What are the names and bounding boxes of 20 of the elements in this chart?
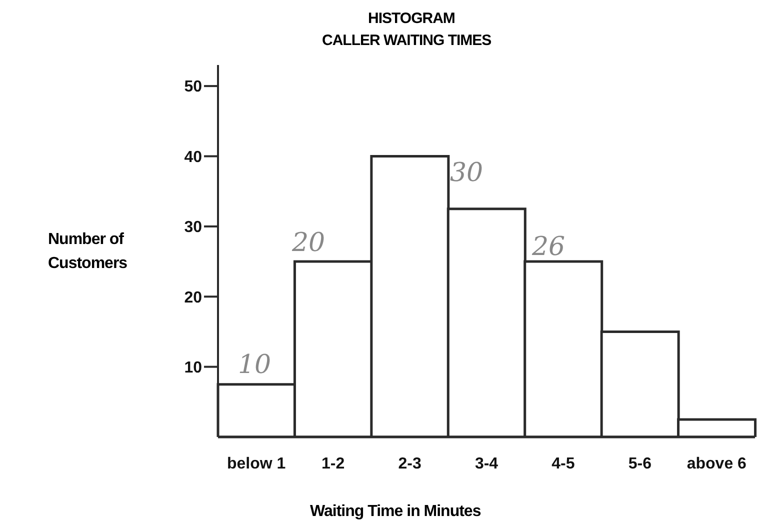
y-tick-label: 50 [184, 78, 202, 96]
y-tick-label: 40 [184, 148, 202, 166]
chart-title: HISTOGRAM [368, 10, 455, 27]
annotation: 20 [292, 228, 326, 258]
y-tick-label: 30 [184, 219, 202, 236]
x-tick-label: 5-6 [628, 455, 652, 472]
x-tick-label: above 6 [686, 455, 747, 472]
x-tick-label: 2-3 [398, 455, 422, 472]
x-tick-label: 1-2 [322, 455, 345, 472]
y-tick-label: 10 [184, 359, 202, 376]
x-tick-label: below 1 [227, 455, 286, 472]
x-axis-title: Waiting Time in Minutes [310, 503, 481, 521]
x-tick-label: 4-5 [552, 455, 575, 472]
annotation: 30 [450, 158, 484, 188]
annotation: 10 [238, 350, 272, 380]
y-axis-title: Number of Customers [48, 230, 128, 274]
chart-subtitle: CALLER WAITING TIMES [322, 32, 492, 49]
annotation: 26 [532, 232, 566, 262]
y-tick-label: 20 [184, 289, 202, 306]
x-tick-label: 3-4 [474, 455, 498, 472]
